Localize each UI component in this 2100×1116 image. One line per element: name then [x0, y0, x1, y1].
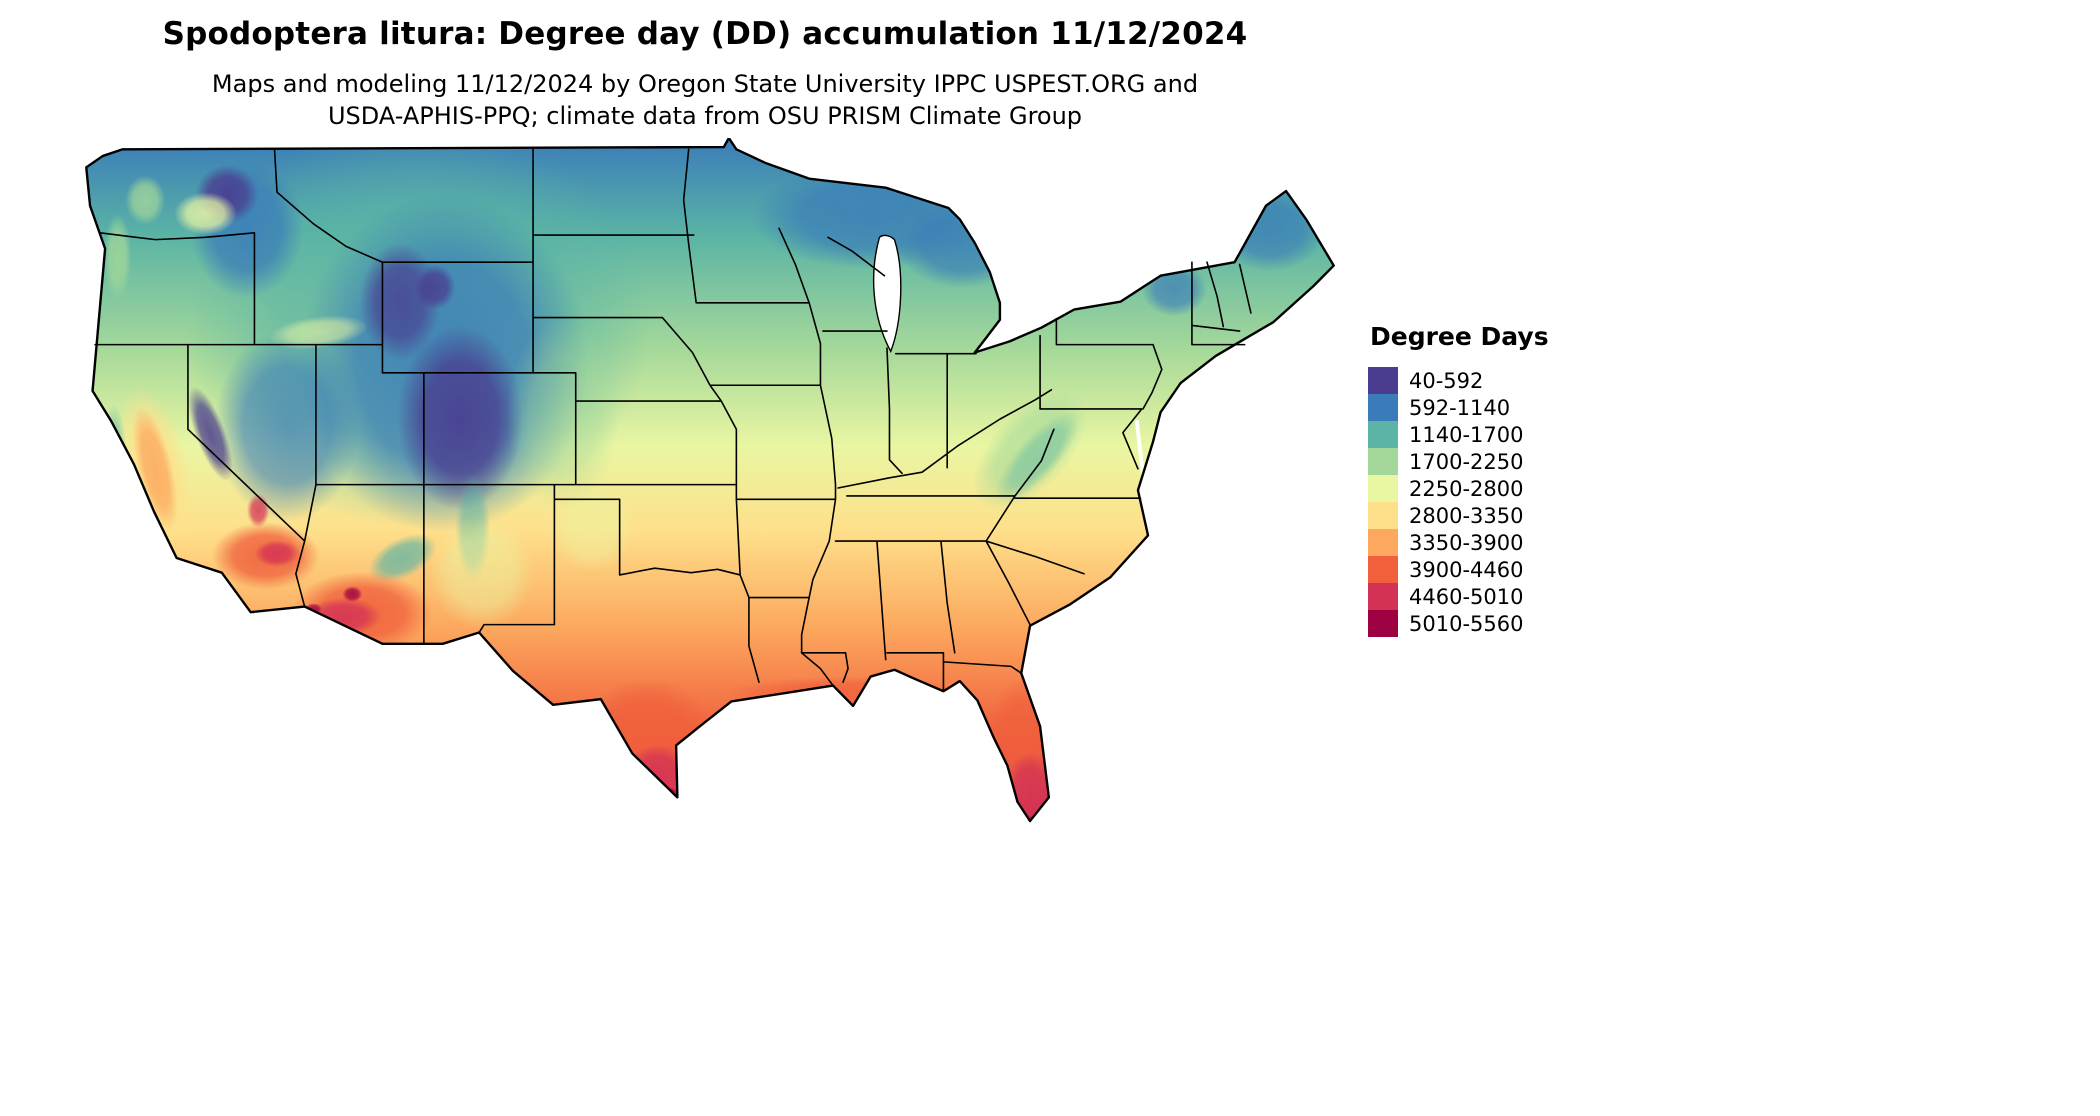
lake-michigan	[874, 235, 901, 351]
region-colorado-utah-purple	[397, 325, 524, 511]
legend-swatch	[1368, 502, 1398, 529]
map-fill-layers	[86, 138, 1334, 822]
legend-label: 1140-1700	[1409, 422, 1524, 447]
region-arizona-red	[305, 597, 382, 636]
legend-entry: 2250-2800	[1368, 475, 1549, 502]
legend: Degree Days 40-592 592-1140 1140-1700 17…	[1368, 322, 1549, 637]
region-central-valley-orange	[132, 406, 178, 531]
legend-entry: 1700-2250	[1368, 448, 1549, 475]
region-high-plains-green	[506, 318, 620, 511]
legend-entries: 40-592 592-1140 1140-1700 1700-2250 2250…	[1368, 367, 1549, 637]
map-header: Spodoptera litura: Degree day (DD) accum…	[0, 16, 1410, 133]
legend-entry: 40-592	[1368, 367, 1549, 394]
legend-label: 592-1140	[1409, 395, 1511, 420]
legend-entry: 592-1140	[1368, 394, 1549, 421]
region-appalachia-teal	[995, 411, 1080, 504]
region-great-basin-blue	[214, 329, 360, 522]
legend-entry: 4460-5010	[1368, 583, 1549, 610]
subtitle-line-1: Maps and modeling 11/12/2024 by Oregon S…	[211, 70, 1199, 98]
legend-label: 2250-2800	[1409, 476, 1524, 501]
legend-entry: 2800-3350	[1368, 502, 1549, 529]
legend-label: 4460-5010	[1409, 584, 1524, 609]
region-south-texas-red	[624, 744, 690, 803]
legend-label: 1700-2250	[1409, 449, 1524, 474]
us-degree-day-map	[80, 138, 1335, 838]
region-willamette-green	[103, 213, 132, 300]
legend-swatch	[1368, 475, 1398, 502]
region-gulf-coast-redorange	[726, 676, 965, 711]
legend-label: 2800-3350	[1409, 503, 1524, 528]
region-columbia-basin-green	[174, 192, 237, 236]
region-south-texas-redorange	[578, 677, 717, 802]
region-snake-plain-green	[268, 315, 369, 350]
legend-swatch	[1368, 394, 1398, 421]
region-new-mexico-cool	[428, 516, 535, 630]
legend-swatch	[1368, 448, 1398, 475]
legend-entry: 3350-3900	[1368, 529, 1549, 556]
region-adirondacks-blue	[1141, 262, 1207, 317]
legend-swatch	[1368, 556, 1398, 583]
region-mojave-red	[254, 539, 300, 568]
region-mogollon-rim-teal	[368, 533, 437, 583]
legend-entry: 1140-1700	[1368, 421, 1549, 448]
region-puget-green	[125, 175, 166, 225]
region-phoenix-maroon	[342, 586, 363, 603]
map-svg	[80, 138, 1335, 838]
legend-swatch	[1368, 583, 1398, 610]
legend-swatch	[1368, 610, 1398, 637]
chesapeake-bay	[1137, 420, 1143, 474]
legend-label: 40-592	[1409, 368, 1484, 393]
region-yellowstone-purple	[415, 264, 456, 310]
legend-label: 5010-5560	[1409, 611, 1524, 636]
us-outline	[86, 138, 1333, 821]
legend-swatch	[1368, 367, 1398, 394]
map-subtitle: Maps and modeling 11/12/2024 by Oregon S…	[0, 68, 1410, 133]
region-north-michigan-blue	[897, 202, 1028, 289]
region-death-valley-red	[246, 493, 270, 528]
legend-swatch	[1368, 529, 1398, 556]
legend-entry: 3900-4460	[1368, 556, 1549, 583]
legend-entry: 5010-5560	[1368, 610, 1549, 637]
legend-title: Degree Days	[1370, 322, 1549, 351]
legend-label: 3900-4460	[1409, 557, 1524, 582]
legend-swatch	[1368, 421, 1398, 448]
subtitle-line-2: USDA-APHIS-PPQ; climate data from OSU PR…	[327, 102, 1083, 131]
region-sierra-purple	[188, 386, 233, 482]
map-title: Spodoptera litura: Degree day (DD) accum…	[162, 16, 1248, 52]
legend-label: 3350-3900	[1409, 530, 1524, 555]
state-borders	[95, 149, 1251, 691]
